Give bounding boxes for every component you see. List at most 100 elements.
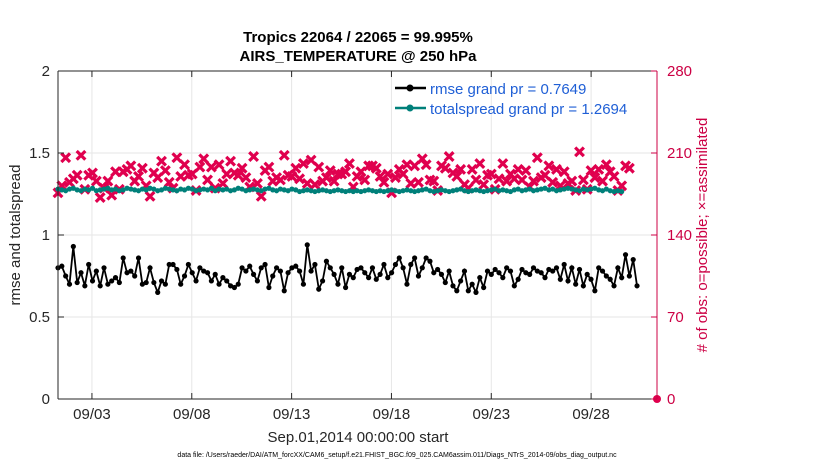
obs-assimilated-marker xyxy=(90,175,102,187)
legend: rmse grand pr = 0.7649 totalspread grand… xyxy=(395,81,627,118)
y2-tick-label: 210 xyxy=(667,145,692,162)
obs-assimilated-marker xyxy=(547,176,559,188)
rmse-point xyxy=(538,270,544,276)
x-axis-ticks: 09/03 09/08 09/13 09/18 09/23 09/28 xyxy=(73,71,610,423)
obs-assimilated-marker xyxy=(508,173,520,185)
rmse-point xyxy=(327,265,333,271)
rmse-point xyxy=(208,278,214,284)
rmse-point xyxy=(569,265,575,271)
rmse-point xyxy=(484,268,491,274)
obs-assimilated-marker xyxy=(102,175,114,187)
y-tick-label: 0.5 xyxy=(29,309,50,326)
obs-assimilated-marker xyxy=(512,163,524,175)
obs-assimilated-marker xyxy=(593,163,605,175)
obs-assimilated-marker xyxy=(175,170,187,182)
obs-assimilated-marker xyxy=(589,172,601,184)
rmse-point xyxy=(143,279,149,286)
rmse-point xyxy=(70,243,76,250)
rmse-point xyxy=(224,278,230,284)
rmse-point xyxy=(603,273,609,279)
obs-assimilated-marker xyxy=(213,159,225,171)
rmse-point xyxy=(622,252,629,258)
obs-assimilated-marker xyxy=(420,159,432,171)
rmse-point xyxy=(331,271,337,277)
obs-assimilated-marker xyxy=(217,177,229,189)
obs-assimilated-marker xyxy=(551,163,562,175)
obs-assimilated-marker xyxy=(485,168,497,180)
obs-assimilated-marker xyxy=(144,190,156,202)
obs-assimilated-marker xyxy=(152,172,164,184)
rmse-point xyxy=(626,273,632,279)
obs-assimilated-marker xyxy=(301,177,313,189)
obs-assimilated-marker xyxy=(106,189,118,201)
obs-assimilated-marker xyxy=(466,163,478,175)
chart-title: Tropics 22064 / 22065 = 99.995% xyxy=(243,29,473,46)
rmse-point xyxy=(178,281,184,287)
rmse-point xyxy=(204,270,211,276)
obs-assimilated-marker xyxy=(359,174,371,186)
obs-assimilated-marker xyxy=(600,159,612,171)
rmse-point xyxy=(277,268,284,274)
rmse-point xyxy=(580,283,586,289)
obs-assimilated-marker xyxy=(75,149,87,161)
obs-assimilated-marker xyxy=(497,158,509,170)
rmse-point xyxy=(235,281,241,287)
x-tick-label: 09/23 xyxy=(473,406,511,423)
rmse-point xyxy=(408,261,414,268)
rmse-point xyxy=(415,273,422,279)
rmse-point xyxy=(132,273,138,279)
rmse-point xyxy=(323,258,330,264)
obs-assimilated-marker xyxy=(136,162,148,174)
rmse-point xyxy=(120,255,126,261)
rmse-point xyxy=(362,270,368,276)
rmse-point xyxy=(78,270,84,276)
rmse-point xyxy=(358,265,364,271)
y-axis-label: rmse and totalspread xyxy=(7,165,24,306)
rmse-point xyxy=(273,265,280,271)
rmse-point xyxy=(419,265,425,271)
y2-tick-label: 0 xyxy=(667,391,675,408)
obs-assimilated-marker xyxy=(443,151,455,162)
obs-assimilated-marker xyxy=(451,170,463,182)
rmse-point xyxy=(561,261,567,268)
rmse-point xyxy=(596,265,602,271)
rmse-point xyxy=(135,255,142,261)
rmse-point xyxy=(66,281,73,287)
obs-assimilated-marker xyxy=(412,176,424,188)
obs-assimilated-marker xyxy=(355,166,367,178)
rmse-point xyxy=(82,283,88,289)
rmse-point xyxy=(155,289,161,295)
rmse-point xyxy=(174,266,180,273)
rmse-point xyxy=(530,265,537,271)
rmse-point xyxy=(116,279,122,286)
totalspread-point xyxy=(89,185,96,191)
rmse-point xyxy=(446,268,452,274)
rmse-point xyxy=(239,265,245,271)
rmse-point xyxy=(74,279,80,286)
y-tick-label: 0 xyxy=(42,391,50,408)
rmse-point xyxy=(527,271,533,277)
rmse-point xyxy=(335,281,341,287)
rmse-point xyxy=(619,275,625,281)
obs-assimilated-marker xyxy=(382,168,394,180)
obs-assimilated-marker xyxy=(221,168,233,180)
obs-assimilated-marker xyxy=(585,165,597,177)
obs-assimilated-marker xyxy=(520,165,532,177)
obs-assimilated-marker xyxy=(294,173,306,185)
rmse-point xyxy=(396,255,402,261)
rmse-point xyxy=(266,284,272,291)
obs-assimilated-marker xyxy=(378,176,390,188)
obs-assimilated-marker xyxy=(179,159,191,171)
rmse-point xyxy=(162,281,168,287)
rmse-point xyxy=(220,275,226,281)
obs-assimilated-marker xyxy=(324,165,336,177)
rmse-point xyxy=(151,279,157,286)
footnote: data file: /Users/raeder/DAI/ATM_forcXX/… xyxy=(177,452,617,459)
rmse-point xyxy=(431,270,437,276)
totalspread-point xyxy=(208,185,214,191)
rmse-point xyxy=(316,286,322,292)
obs-assimilated-marker xyxy=(125,160,137,172)
rmse-point xyxy=(170,261,176,268)
obs-assimilated-marker xyxy=(255,190,267,202)
obs-assimilated-marker xyxy=(455,163,467,175)
